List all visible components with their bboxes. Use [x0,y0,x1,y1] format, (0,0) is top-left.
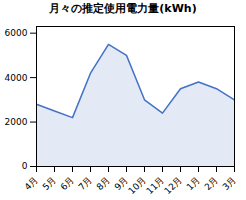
svg-text:2月: 2月 [202,175,219,192]
svg-text:8月: 8月 [94,175,111,192]
svg-text:6月: 6月 [58,175,75,192]
svg-text:2000: 2000 [5,117,28,127]
svg-text:0: 0 [22,161,28,171]
svg-text:5月: 5月 [40,175,57,192]
svg-text:9月: 9月 [112,174,130,193]
svg-text:7月: 7月 [76,175,93,192]
svg-text:4月: 4月 [22,175,39,192]
svg-text:6000: 6000 [5,28,28,38]
svg-text:3月: 3月 [220,175,237,192]
svg-text:10月: 10月 [126,175,148,197]
svg-text:12月: 12月 [162,175,184,197]
svg-text:1月: 1月 [184,175,201,192]
html-text:月々の推定使用電力量(kWh): 月々の推定使用電力量(kWh) [49,2,197,15]
svg-text:4000: 4000 [5,72,28,82]
svg-text:11月: 11月 [144,175,166,197]
